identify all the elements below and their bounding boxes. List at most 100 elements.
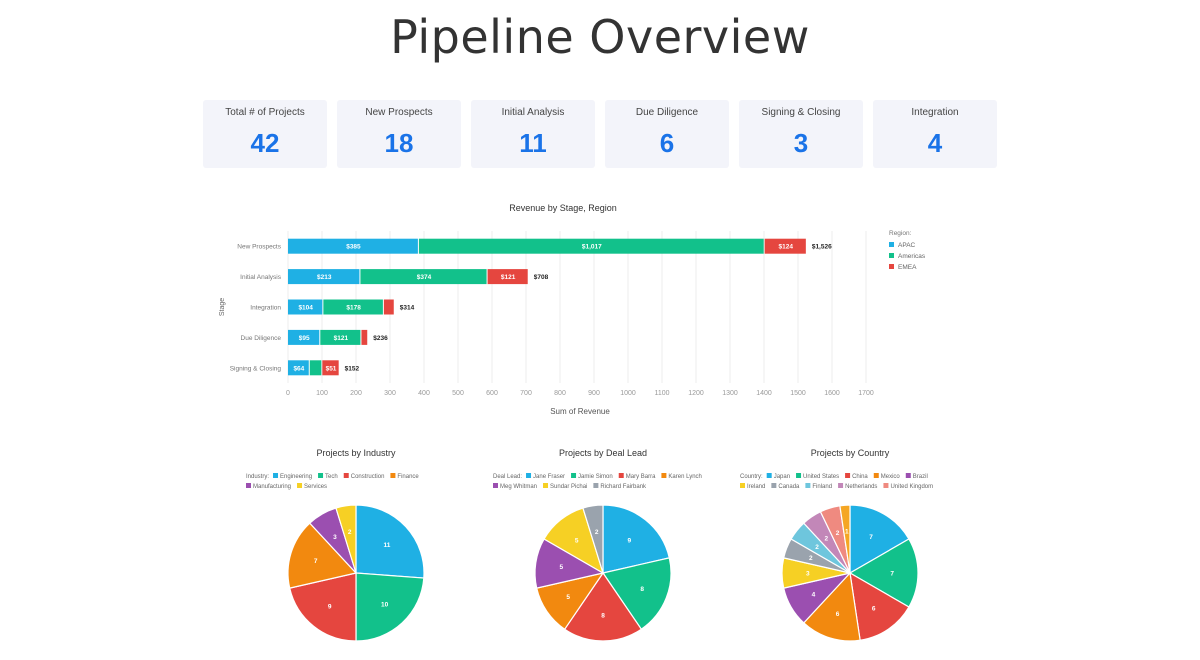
legend-swatch <box>883 483 889 488</box>
legend-title: Region: <box>889 230 912 237</box>
legend-swatch <box>318 473 324 478</box>
legend-label: Mary Barra <box>626 474 656 480</box>
pie-value-label: 2 <box>809 555 813 562</box>
legend-swatch <box>766 473 772 478</box>
legend-label: Karen Lynch <box>668 474 701 480</box>
legend-label: Jamie Simon <box>578 474 613 480</box>
bar-segment-emea <box>764 238 806 254</box>
pie-value-label: 1 <box>845 528 849 535</box>
pie-slice-construction <box>288 572 357 642</box>
country-pie-chart: Projects by Country Country: Japan United S… <box>740 448 933 642</box>
pie-value-label: 7 <box>869 534 873 541</box>
legend-swatch <box>593 483 599 488</box>
x-axis-label: Sum of Revenue <box>550 407 610 416</box>
legend-swatch <box>493 483 498 488</box>
bar-value-label: $1,017 <box>582 244 602 251</box>
legend-label: Ireland <box>747 484 765 490</box>
x-tick-label: 300 <box>384 390 396 397</box>
pie-value-label: 7 <box>890 571 894 578</box>
kpi-card-total-projects: Total # of Projects 42 <box>203 100 327 168</box>
page-title: Pipeline Overview <box>390 10 810 64</box>
bar-segment-apac <box>288 299 323 315</box>
bar-value-label: $64 <box>293 365 304 372</box>
pie-slice-jamie-simon <box>602 557 672 631</box>
legend-swatch <box>273 473 279 478</box>
x-tick-label: 100 <box>316 390 328 397</box>
legend-label: APAC <box>898 242 916 249</box>
kpi-label: Integration <box>911 107 959 118</box>
x-tick-label: 1000 <box>620 390 636 397</box>
legend-label: Finland <box>812 484 832 490</box>
legend-swatch <box>889 253 894 258</box>
x-tick-label: 700 <box>520 390 532 397</box>
bar-value-label: $121 <box>334 335 349 342</box>
bar-value-label: $104 <box>298 305 313 312</box>
legend-label: Sundar Pichai <box>550 484 587 490</box>
kpi-row: Total # of Projects 42 New Prospects 18 … <box>203 100 997 168</box>
legend-swatch <box>543 483 549 488</box>
bar-segment-apac <box>288 360 309 376</box>
legend-swatch <box>571 473 577 478</box>
y-tick-label: Integration <box>250 305 281 312</box>
pie-value-label: 2 <box>815 544 819 551</box>
bar-value-label: $95 <box>299 335 310 342</box>
kpi-card-initial-analysis: Initial Analysis 11 <box>471 100 595 168</box>
bar-segment-emea <box>361 329 368 345</box>
pie-slice-mexico <box>802 571 861 642</box>
y-tick-label: Initial Analysis <box>240 274 282 281</box>
legend-swatch <box>889 264 894 269</box>
bar-total-label: $236 <box>373 335 388 342</box>
legend-label: Mexico <box>881 474 901 480</box>
pie-slice-japan <box>849 504 910 575</box>
pie-value-label: 8 <box>601 613 605 620</box>
legend-swatch <box>889 242 894 247</box>
x-tick-label: 1300 <box>722 390 738 397</box>
pie-value-label: 6 <box>836 611 840 618</box>
pie-value-label: 9 <box>328 603 332 610</box>
bar-segment-apac <box>288 238 418 254</box>
legend-swatch <box>526 473 532 478</box>
kpi-label: Signing & Closing <box>761 107 841 118</box>
pie-value-label: 4 <box>812 592 816 599</box>
legend-label: United States <box>803 474 839 480</box>
legend-title: Country: <box>740 474 763 480</box>
revenue-bar-chart: 0 100 200 300 400 500 600 700 800 900 1000 1100 1200… <box>219 203 926 416</box>
x-tick-label: 1500 <box>790 390 806 397</box>
pie-value-label: 10 <box>381 601 389 608</box>
x-tick-label: 1200 <box>688 390 704 397</box>
bar-total-label: $1,526 <box>812 244 832 251</box>
x-tick-label: 200 <box>350 390 362 397</box>
legend-swatch <box>390 473 396 478</box>
legend-swatch <box>796 473 802 478</box>
legend-label: Canada <box>778 484 800 490</box>
legend-swatch <box>661 473 667 478</box>
bar-value-label: $124 <box>779 244 794 251</box>
x-tick-label: 0 <box>286 390 290 397</box>
bar-value-label: $178 <box>346 305 361 312</box>
legend-swatch <box>771 483 777 488</box>
kpi-value: 4 <box>927 128 943 158</box>
x-tick-label: 400 <box>418 390 430 397</box>
bar-value-label: $385 <box>346 244 361 251</box>
bar-total-label: $152 <box>345 365 360 372</box>
x-tick-label: 1100 <box>654 390 669 397</box>
bar-segment-emea <box>322 360 339 376</box>
kpi-card-integration: Integration 4 <box>873 100 997 168</box>
industry-pie-chart: Projects by Industry Industry: Engineering… <box>246 448 425 642</box>
legend-label: Jane Fraser <box>533 474 565 480</box>
legend-swatch <box>246 483 251 488</box>
kpi-value: 3 <box>793 128 809 158</box>
legend-swatch <box>805 483 811 488</box>
legend-swatch <box>297 483 303 488</box>
bar-segment-apac <box>288 329 320 345</box>
kpi-label: New Prospects <box>365 107 433 118</box>
kpi-value: 6 <box>659 128 675 158</box>
x-tick-label: 500 <box>452 390 464 397</box>
legend-label: Construction <box>351 474 385 480</box>
bar-segment-americas <box>323 299 383 315</box>
pie-value-label: 5 <box>559 564 563 571</box>
legend-label: Richard Fairbank <box>600 484 647 490</box>
pie-title: Projects by Deal Lead <box>559 448 647 458</box>
legend-swatch <box>845 473 851 478</box>
legend-label: China <box>852 474 868 480</box>
